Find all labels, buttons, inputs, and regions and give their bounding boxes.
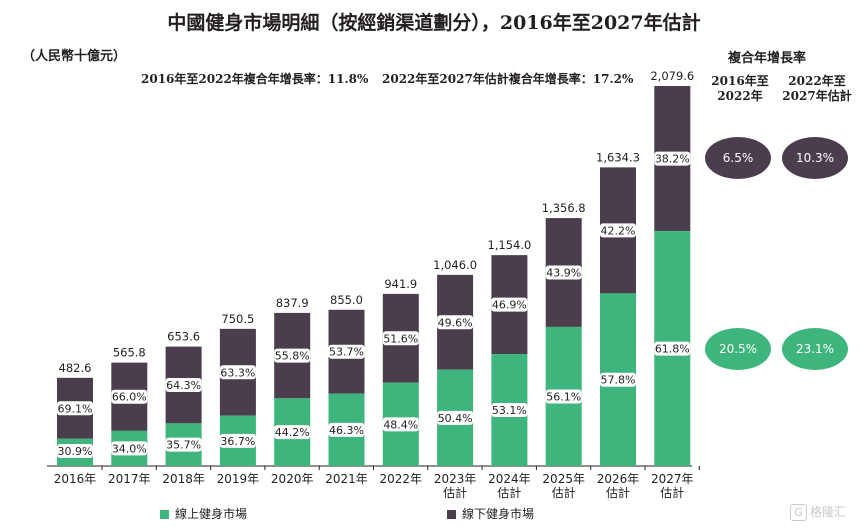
offline-share-label-bg: [165, 377, 202, 392]
cagr-note-2022-2027: 2022年至2027年估計複合年增長率：17.2%: [382, 72, 634, 86]
bar-total-label: 750.5: [221, 312, 254, 326]
x-tick-label: 估計: [552, 485, 576, 500]
online-share-label-bg: [654, 341, 691, 356]
x-tick-label: 估計: [497, 485, 521, 500]
offline-share-label-bg: [654, 151, 691, 166]
cagr-offline-2016-2022: 6.5%: [705, 137, 771, 179]
bar-total-label: 482.6: [59, 361, 92, 375]
x-tick-label: 2018年: [162, 472, 205, 486]
cagr-online-2022-2027: 23.1%: [782, 328, 848, 370]
offline-share-label: 46.9%: [492, 299, 527, 312]
bar-total-label: 1,634.3: [596, 150, 640, 164]
chart-title: 中國健身市場明細（按經銷渠道劃分），2016年至2027年估計: [167, 12, 701, 34]
offline-share-label-bg: [111, 389, 148, 404]
online-share-label: 30.9%: [58, 445, 93, 458]
x-tick-label: 2022年: [380, 472, 423, 486]
online-share-label-bg: [165, 437, 202, 452]
x-tick-label: 2019年: [217, 472, 260, 486]
x-tick-label: 2021年: [325, 472, 368, 486]
legend-offline: 線下健身市場: [447, 505, 534, 522]
bar-total-label: 837.9: [276, 296, 309, 310]
x-tick-label: 2016年: [54, 472, 97, 486]
bar-total-label: 2,079.6: [650, 69, 694, 83]
bar-total-label: 855.0: [330, 293, 363, 307]
online-share-label: 61.8%: [655, 343, 690, 356]
watermark-text: 格隆汇: [810, 505, 847, 519]
cagr-column-2022-2027: 2022年至 2027年估計: [782, 74, 852, 103]
online-share-label: 48.4%: [383, 418, 418, 431]
offline-share-label: 64.3%: [166, 379, 201, 392]
bar-total-label: 941.9: [384, 277, 417, 291]
offline-share-label: 69.1%: [58, 402, 93, 415]
offline-share-label: 63.3%: [220, 366, 255, 379]
bar-total-label: 1,154.0: [487, 238, 531, 252]
x-tick-label: 估計: [606, 485, 630, 500]
offline-share-label-bg: [57, 401, 93, 416]
cagr-note-2016-2022: 2016年至2022年複合年增長率：11.8%: [141, 72, 369, 86]
offline-share-label-bg: [382, 331, 419, 346]
offline-share-label-bg: [274, 348, 311, 363]
online-share-label-bg: [545, 389, 582, 404]
online-share-label-bg: [219, 433, 256, 448]
watermark: G 格隆汇: [790, 503, 846, 521]
offline-share-label: 49.6%: [438, 316, 473, 329]
cagr-offline-2022-2027: 10.3%: [782, 137, 848, 179]
cagr-column-2016-2022: 2016年至 2022年: [711, 74, 769, 103]
online-share-label-bg: [57, 444, 93, 458]
offline-share-label: 53.7%: [329, 346, 364, 359]
online-share-label: 53.1%: [492, 404, 527, 417]
bar-total-label: 565.8: [113, 346, 146, 360]
offline-share-label-bg: [437, 315, 474, 330]
legend-offline-label: 線下健身市場: [462, 507, 535, 521]
x-tick-label: 估計: [660, 485, 684, 500]
x-tick-label: 2023年: [434, 472, 477, 486]
legend-online: 線上健身市場: [160, 505, 247, 522]
online-share-label-bg: [328, 422, 365, 437]
x-tick-label: 2025年: [542, 472, 585, 486]
online-share-label: 35.7%: [166, 439, 201, 452]
online-share-label-bg: [491, 403, 528, 418]
x-tick-label: 2026年: [597, 472, 640, 486]
online-share-label: 44.2%: [275, 426, 310, 439]
offline-share-label: 66.0%: [112, 391, 147, 404]
offline-share-label: 51.6%: [383, 332, 418, 345]
x-tick-label: 2017年: [108, 472, 151, 486]
offline-share-label-bg: [219, 365, 256, 380]
online-share-label: 50.4%: [438, 412, 473, 425]
offline-share-label: 55.8%: [275, 350, 310, 363]
bar-total-label: 1,356.8: [542, 201, 586, 215]
legend-online-label: 線上健身市場: [175, 507, 248, 521]
online-share-label-bg: [600, 372, 636, 387]
online-share-label-bg: [382, 417, 419, 432]
watermark-logo-icon: G: [790, 504, 807, 521]
x-tick-label: 2024年: [488, 472, 531, 486]
offline-share-label-bg: [545, 265, 582, 280]
bar-total-label: 1,046.0: [433, 258, 477, 272]
offline-share-label: 43.9%: [546, 266, 581, 279]
offline-share-label: 42.2%: [601, 224, 636, 237]
offline-share-label-bg: [491, 297, 528, 312]
online-share-label: 34.0%: [112, 442, 147, 455]
offline-share-label-bg: [600, 223, 636, 238]
legend-online-swatch: [160, 510, 169, 519]
unit-label: （人民幣十億元）: [22, 49, 127, 64]
online-share-label-bg: [437, 410, 474, 425]
offline-share-label: 38.2%: [655, 153, 690, 166]
x-tick-label: 2027年: [651, 472, 694, 486]
x-tick-label: 估計: [443, 485, 467, 500]
legend-offline-swatch: [447, 510, 456, 519]
bar-total-label: 653.6: [167, 330, 200, 344]
x-tick-label: 2020年: [271, 472, 314, 486]
cagr-panel-title: 複合年增長率: [728, 51, 807, 66]
online-share-label: 46.3%: [329, 424, 364, 437]
cagr-online-2016-2022: 20.5%: [705, 328, 771, 370]
online-share-label: 36.7%: [220, 435, 255, 448]
online-share-label: 56.1%: [546, 390, 581, 403]
online-share-label-bg: [111, 441, 148, 456]
offline-share-label-bg: [328, 344, 365, 359]
online-share-label: 57.8%: [601, 374, 636, 387]
online-share-label-bg: [274, 425, 311, 440]
